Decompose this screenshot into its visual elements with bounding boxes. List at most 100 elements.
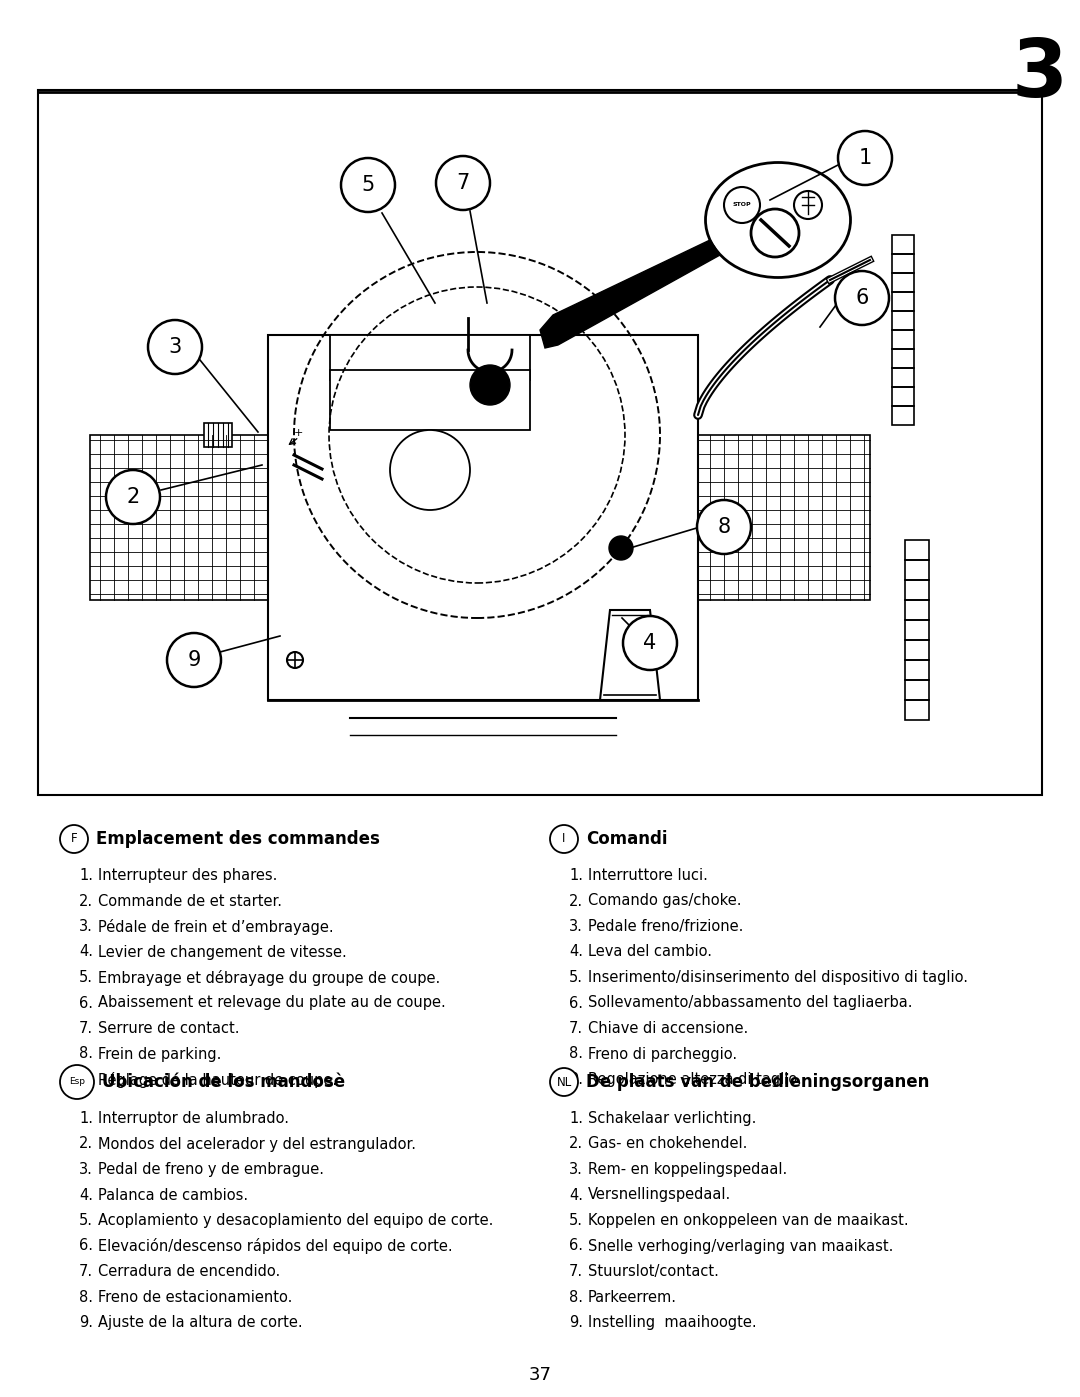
Text: 7.: 7. (79, 1264, 93, 1280)
Text: 4.: 4. (79, 1187, 93, 1203)
Text: Ubicación de los mandosè: Ubicación de los mandosè (102, 1073, 346, 1091)
Text: Leva del cambio.: Leva del cambio. (588, 944, 712, 960)
Text: 5.: 5. (79, 1213, 93, 1228)
Text: Frein de parking.: Frein de parking. (98, 1046, 221, 1062)
Bar (330, 335, 530, 380)
Text: Serrure de contact.: Serrure de contact. (98, 1021, 240, 1037)
Text: 1.: 1. (79, 868, 93, 883)
Text: 3: 3 (168, 337, 181, 358)
Bar (892, 387, 914, 407)
Text: Interruttore luci.: Interruttore luci. (588, 868, 707, 883)
Text: 5.: 5. (569, 1213, 583, 1228)
Text: Snelle verhoging/verlaging van maaikast.: Snelle verhoging/verlaging van maaikast. (588, 1239, 893, 1253)
Bar (892, 235, 914, 254)
Text: 1: 1 (859, 148, 872, 168)
Circle shape (60, 1065, 94, 1099)
Circle shape (838, 131, 892, 184)
Text: 2.: 2. (569, 894, 583, 908)
Text: 7.: 7. (569, 1264, 583, 1280)
Text: Stuurslot/contact.: Stuurslot/contact. (588, 1264, 719, 1280)
Circle shape (697, 500, 751, 555)
Text: 4.: 4. (79, 944, 93, 960)
Circle shape (550, 1067, 578, 1097)
Text: Ajuste de la altura de corte.: Ajuste de la altura de corte. (98, 1315, 302, 1330)
Text: 3.: 3. (569, 919, 583, 935)
Circle shape (794, 191, 822, 219)
Text: 8.: 8. (79, 1046, 93, 1062)
Circle shape (106, 469, 160, 524)
Bar (905, 580, 929, 599)
Text: Chiave di accensione.: Chiave di accensione. (588, 1021, 748, 1037)
Text: Réglage de la hauteur de coupe.: Réglage de la hauteur de coupe. (98, 1071, 337, 1088)
Text: 2.: 2. (79, 1137, 93, 1151)
Text: Mondos del acelerador y del estrangulador.: Mondos del acelerador y del estrangulado… (98, 1137, 416, 1151)
Circle shape (609, 536, 633, 560)
Text: 3.: 3. (79, 919, 93, 935)
Circle shape (390, 430, 470, 510)
Ellipse shape (705, 162, 851, 278)
Text: Commande de et starter.: Commande de et starter. (98, 894, 282, 908)
Bar (905, 620, 929, 640)
Circle shape (835, 271, 889, 326)
Bar (892, 312, 914, 330)
Circle shape (148, 320, 202, 374)
Text: 6.: 6. (569, 1239, 583, 1253)
Text: Cerradura de encendido.: Cerradura de encendido. (98, 1264, 280, 1280)
Bar (330, 370, 530, 430)
Bar (905, 541, 929, 560)
Circle shape (724, 187, 760, 224)
Text: I: I (563, 833, 566, 845)
Circle shape (60, 826, 87, 854)
Text: Abaissement et relevage du plate au de coupe.: Abaissement et relevage du plate au de c… (98, 996, 446, 1010)
Text: 37: 37 (528, 1366, 552, 1384)
Text: 1.: 1. (79, 1111, 93, 1126)
Text: Regolazione altezza di taglio.: Regolazione altezza di taglio. (588, 1071, 801, 1087)
Text: 5.: 5. (79, 970, 93, 985)
Text: Parkeerrem.: Parkeerrem. (588, 1289, 677, 1305)
Text: 6.: 6. (569, 996, 583, 1010)
Polygon shape (600, 610, 660, 700)
Text: Versnellingspedaal.: Versnellingspedaal. (588, 1187, 731, 1203)
Text: Elevación/descenso rápidos del equipo de corte.: Elevación/descenso rápidos del equipo de… (98, 1239, 453, 1255)
Text: Freno de estacionamiento.: Freno de estacionamiento. (98, 1289, 293, 1305)
Text: 1.: 1. (569, 868, 583, 883)
Text: Rem- en koppelingspedaal.: Rem- en koppelingspedaal. (588, 1162, 787, 1178)
Text: Interrupteur des phares.: Interrupteur des phares. (98, 868, 278, 883)
Text: 1.: 1. (569, 1111, 583, 1126)
Circle shape (623, 616, 677, 671)
Text: Comando gas/choke.: Comando gas/choke. (588, 894, 742, 908)
Text: 3: 3 (1012, 36, 1068, 115)
Bar (905, 700, 929, 719)
Text: 2.: 2. (569, 1137, 583, 1151)
Text: Acoplamiento y desacoplamiento del equipo de corte.: Acoplamiento y desacoplamiento del equip… (98, 1213, 494, 1228)
Text: 5.: 5. (569, 970, 583, 985)
Text: Sollevamento/abbassamento del tagliaerba.: Sollevamento/abbassamento del tagliaerba… (588, 996, 913, 1010)
Text: 8.: 8. (569, 1289, 583, 1305)
Bar (905, 560, 929, 580)
Circle shape (287, 652, 303, 668)
Text: 3.: 3. (79, 1162, 93, 1178)
Bar (905, 659, 929, 680)
Text: 9.: 9. (569, 1071, 583, 1087)
Circle shape (751, 210, 799, 257)
Text: Pedal de freno y de embrague.: Pedal de freno y de embrague. (98, 1162, 324, 1178)
Circle shape (550, 826, 578, 854)
Text: 8.: 8. (569, 1046, 583, 1062)
Bar (892, 349, 914, 367)
Circle shape (470, 365, 510, 405)
Text: NL: NL (556, 1076, 571, 1088)
Text: Koppelen en onkoppeleen van de maaikast.: Koppelen en onkoppeleen van de maaikast. (588, 1213, 908, 1228)
Circle shape (167, 633, 221, 687)
Text: Embrayage et débrayage du groupe de coupe.: Embrayage et débrayage du groupe de coup… (98, 970, 441, 986)
Text: STOP: STOP (732, 203, 752, 208)
Text: 9.: 9. (79, 1071, 93, 1087)
Bar (905, 599, 929, 620)
Text: +: + (294, 427, 302, 439)
Text: Interruptor de alumbrado.: Interruptor de alumbrado. (98, 1111, 289, 1126)
Text: 7.: 7. (569, 1021, 583, 1037)
Text: Levier de changement de vitesse.: Levier de changement de vitesse. (98, 944, 347, 960)
Text: -: - (296, 453, 300, 462)
Text: 6: 6 (855, 288, 868, 307)
Text: 3.: 3. (569, 1162, 583, 1178)
Text: Freno di parcheggio.: Freno di parcheggio. (588, 1046, 738, 1062)
